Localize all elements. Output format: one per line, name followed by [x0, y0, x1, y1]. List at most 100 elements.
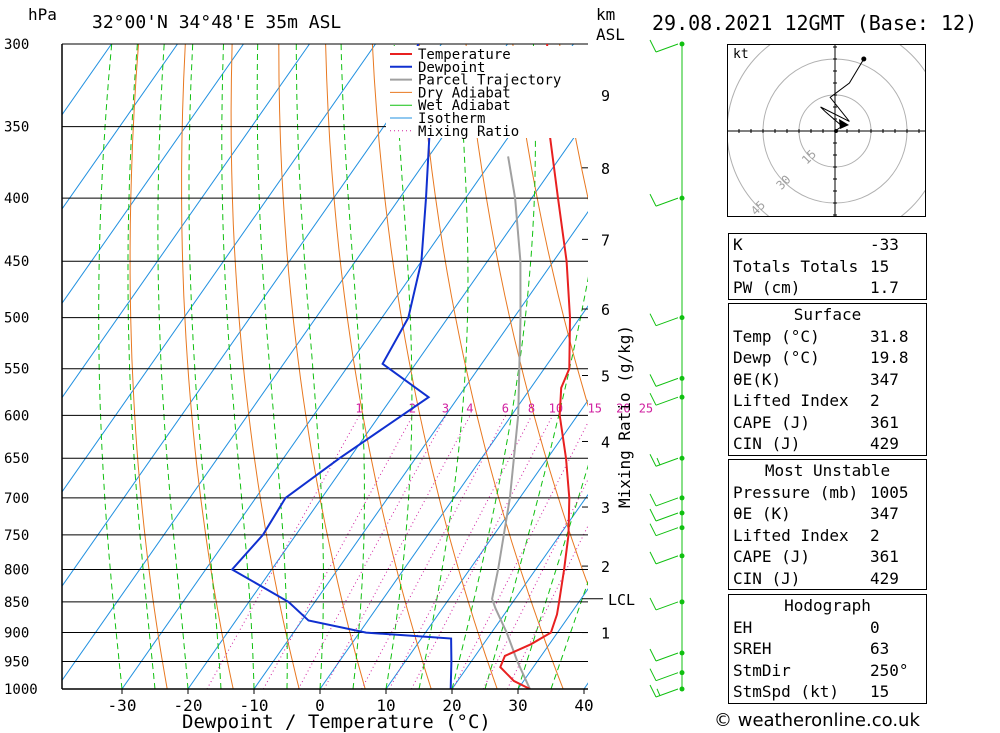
dry-adiabat-line — [981, 44, 1000, 689]
wet-adiabat-line — [550, 580, 588, 689]
index-label: EH — [733, 617, 753, 637]
surface-indices-panel: Surface Temp (°C) 31.8 Dewp (°C) 19.8 θE(K) 34… — [728, 303, 927, 456]
wind-barb-flag — [649, 392, 657, 406]
wet-adiabat-line — [385, 44, 413, 689]
temperature-tick-label: 20 — [442, 696, 461, 715]
wind-barb-staff — [655, 527, 679, 537]
mixing-ratio-label: 4 — [466, 401, 473, 415]
legend-entry: Parcel Trajectory — [418, 73, 561, 89]
mixing-ratio-labels: 1 2 3 4 6 8 10 15 20 25 — [355, 401, 653, 415]
hodograph-end-dot — [861, 56, 867, 62]
mixing-ratio-axis-label: Mixing Ratio (g/kg) — [615, 325, 634, 508]
mixing-ratio-line — [361, 415, 507, 689]
temperature-tick-label: 10 — [376, 696, 395, 715]
wind-barb-staff — [655, 497, 679, 507]
pressure-tick-label: 350 — [4, 120, 29, 136]
wind-barb-dot — [679, 525, 685, 531]
pressure-unit: hPa — [28, 5, 57, 24]
wind-barb-dot — [679, 394, 685, 400]
isotherm-line — [62, 44, 178, 210]
pressure-tick-label: 300 — [4, 37, 29, 53]
index-row: Temp (°C) 31.8 — [729, 326, 926, 348]
legend-entry: Mixing Ratio — [418, 124, 519, 140]
mixing-ratio-label: 15 — [588, 401, 602, 415]
km-tick-label: 5 — [601, 367, 610, 385]
index-value: 429 — [870, 568, 899, 588]
isotherm-line — [62, 44, 376, 493]
dewpoint-line — [230, 44, 453, 689]
pressure-tick-label: 700 — [4, 491, 29, 507]
index-label: θE(K) — [733, 369, 782, 389]
index-label: Totals Totals — [733, 256, 859, 276]
wind-barb-flag — [649, 453, 657, 467]
index-label: Dewp (°C) — [733, 348, 820, 367]
legend-entry: Dry Adiabat — [418, 85, 511, 101]
hodograph-origin-dot — [834, 129, 838, 133]
wind-barb-staff — [655, 601, 679, 611]
legend-entry: Temperature — [418, 47, 511, 63]
index-value: 347 — [870, 504, 899, 523]
dry-adiabat-line — [934, 44, 1000, 689]
index-label: Lifted Index — [733, 391, 849, 410]
hodograph-stats-panel: Hodograph EH 0 SREH 63 StmDir 250° StmSpd (kt) 1… — [728, 594, 927, 704]
mixing-ratio-line — [206, 415, 360, 689]
isotherm-line — [62, 44, 442, 588]
wind-barb-dot — [679, 455, 685, 461]
index-value: 31.8 — [870, 326, 909, 346]
temperature-tick-label: -10 — [240, 696, 269, 715]
wind-barb-dot — [679, 686, 685, 692]
isotherm-line — [62, 44, 310, 399]
wind-barb-dot — [679, 315, 685, 321]
wind-barb-flag — [649, 648, 657, 662]
index-value: 347 — [870, 369, 899, 389]
pressure-tick-label: 850 — [4, 595, 29, 611]
mixing-ratio-label: 25 — [639, 401, 653, 415]
isotherm-line — [451, 493, 588, 689]
legend-entry: Dewpoint — [418, 60, 485, 76]
isobar-lines — [62, 43, 588, 690]
km-tick-label: 6 — [601, 301, 610, 319]
dry-adiabat-line — [512, 44, 588, 407]
index-row: θE(K) 347 — [729, 369, 926, 391]
wind-barb-staff — [655, 317, 679, 327]
wind-barb-dot — [679, 670, 685, 676]
index-row: EH 0 — [729, 617, 926, 639]
index-value: 63 — [870, 639, 890, 658]
wind-barb-staff — [655, 555, 679, 565]
wind-barb-staff — [655, 43, 679, 53]
km-tick-label: 2 — [601, 558, 610, 576]
temperature-tick-label: -30 — [108, 696, 137, 715]
wind-barb-flag — [649, 508, 657, 522]
index-row: CIN (J) 429 — [729, 568, 926, 590]
index-label: Lifted Index — [733, 525, 849, 545]
index-value: 361 — [870, 412, 899, 432]
panel-title: Most Unstable — [764, 461, 891, 480]
index-label: CAPE (J) — [733, 412, 811, 432]
axes: 3003504004505005506006507007508008509009… — [4, 37, 635, 715]
profile-lines — [230, 44, 572, 689]
parcel-trajectory-line — [491, 156, 531, 689]
mixing-ratio-label: 8 — [528, 401, 535, 415]
index-value: 2 — [870, 525, 880, 545]
mixing-ratio-line — [262, 415, 414, 689]
index-label: SREH — [733, 639, 772, 658]
isotherm-line — [62, 44, 508, 682]
wind-barb-flag — [649, 493, 657, 507]
mixing-ratio-label: 3 — [442, 401, 449, 415]
index-label: CIN (J) — [733, 568, 801, 588]
wind-barb-staff — [655, 396, 679, 406]
pressure-tick-label: 800 — [4, 562, 29, 578]
index-row: Pressure (mb) 1005 — [729, 482, 926, 504]
wind-barb-dot — [679, 41, 685, 47]
hodograph-ring-label: 30 — [773, 172, 793, 192]
temperature-tick-label: 40 — [574, 696, 593, 715]
wet-adiabat-line — [340, 44, 365, 689]
km-tick-label: 7 — [601, 231, 610, 249]
index-row: Totals Totals 15 — [729, 256, 926, 278]
dry-adiabat-line — [371, 44, 498, 689]
wind-barb-dot — [679, 510, 685, 516]
isotherm-line — [253, 210, 588, 689]
